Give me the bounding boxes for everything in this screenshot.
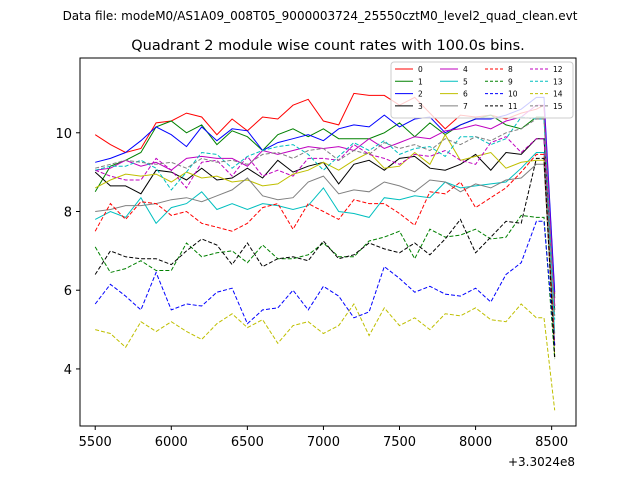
x-tick-label: 6000	[155, 435, 188, 450]
x-tick-label: 6500	[231, 435, 264, 450]
legend-label-2: 2	[418, 90, 423, 99]
series-line-2	[95, 96, 556, 293]
legend-label-0: 0	[418, 65, 423, 74]
y-tick-label: 6	[64, 284, 72, 299]
axes	[79, 57, 577, 427]
series-line-3	[94, 138, 556, 310]
legend-label-5: 5	[463, 77, 468, 86]
x-tick-label: 8500	[535, 435, 568, 450]
legend-label-8: 8	[508, 65, 513, 74]
series-line-12	[95, 136, 556, 307]
legend-label-3: 3	[418, 102, 423, 111]
figure-suptitle: Data file: modeM0/AS1A09_008T05_90000037…	[63, 9, 578, 23]
series-line-15	[95, 118, 556, 316]
series-lines	[94, 92, 556, 411]
x-tick-label: 7000	[307, 435, 340, 450]
y-tick-label: 10	[55, 127, 72, 142]
legend-label-12: 12	[553, 65, 563, 74]
legend-label-13: 13	[553, 77, 563, 86]
series-line-10	[94, 220, 556, 346]
series-line-5	[94, 152, 556, 334]
series-line-4	[95, 104, 556, 307]
series-line-9	[94, 214, 556, 360]
legend-label-15: 15	[553, 102, 563, 111]
series-line-6	[94, 133, 556, 358]
legend-label-7: 7	[463, 102, 468, 111]
legend-label-1: 1	[418, 77, 423, 86]
ticks: 5500 6000 6500 7000 7500 8000 8500 4 6 8 10	[55, 127, 568, 450]
y-tick-label: 4	[64, 363, 72, 378]
legend-label-10: 10	[508, 90, 518, 99]
x-tick-label: 8000	[459, 435, 492, 450]
series-line-8	[94, 153, 556, 346]
y-tick-label: 8	[64, 205, 72, 220]
legend-label-4: 4	[463, 65, 468, 74]
legend-box	[390, 61, 574, 119]
x-tick-label: 5500	[79, 435, 112, 450]
series-line-13	[95, 116, 556, 320]
legend-label-11: 11	[508, 102, 518, 111]
legend-label-6: 6	[463, 90, 468, 99]
legend-label-9: 9	[508, 77, 513, 86]
series-line-7	[95, 163, 556, 346]
plot-frame	[79, 57, 577, 427]
chart-title: Quadrant 2 module wise count rates with …	[131, 38, 525, 54]
series-line-14	[95, 303, 556, 411]
x-tick-label: 7500	[383, 435, 416, 450]
series-line-11	[94, 157, 556, 358]
legend-label-14: 14	[553, 90, 563, 99]
x-axis-offset-label: +3.3024e8	[508, 455, 575, 469]
